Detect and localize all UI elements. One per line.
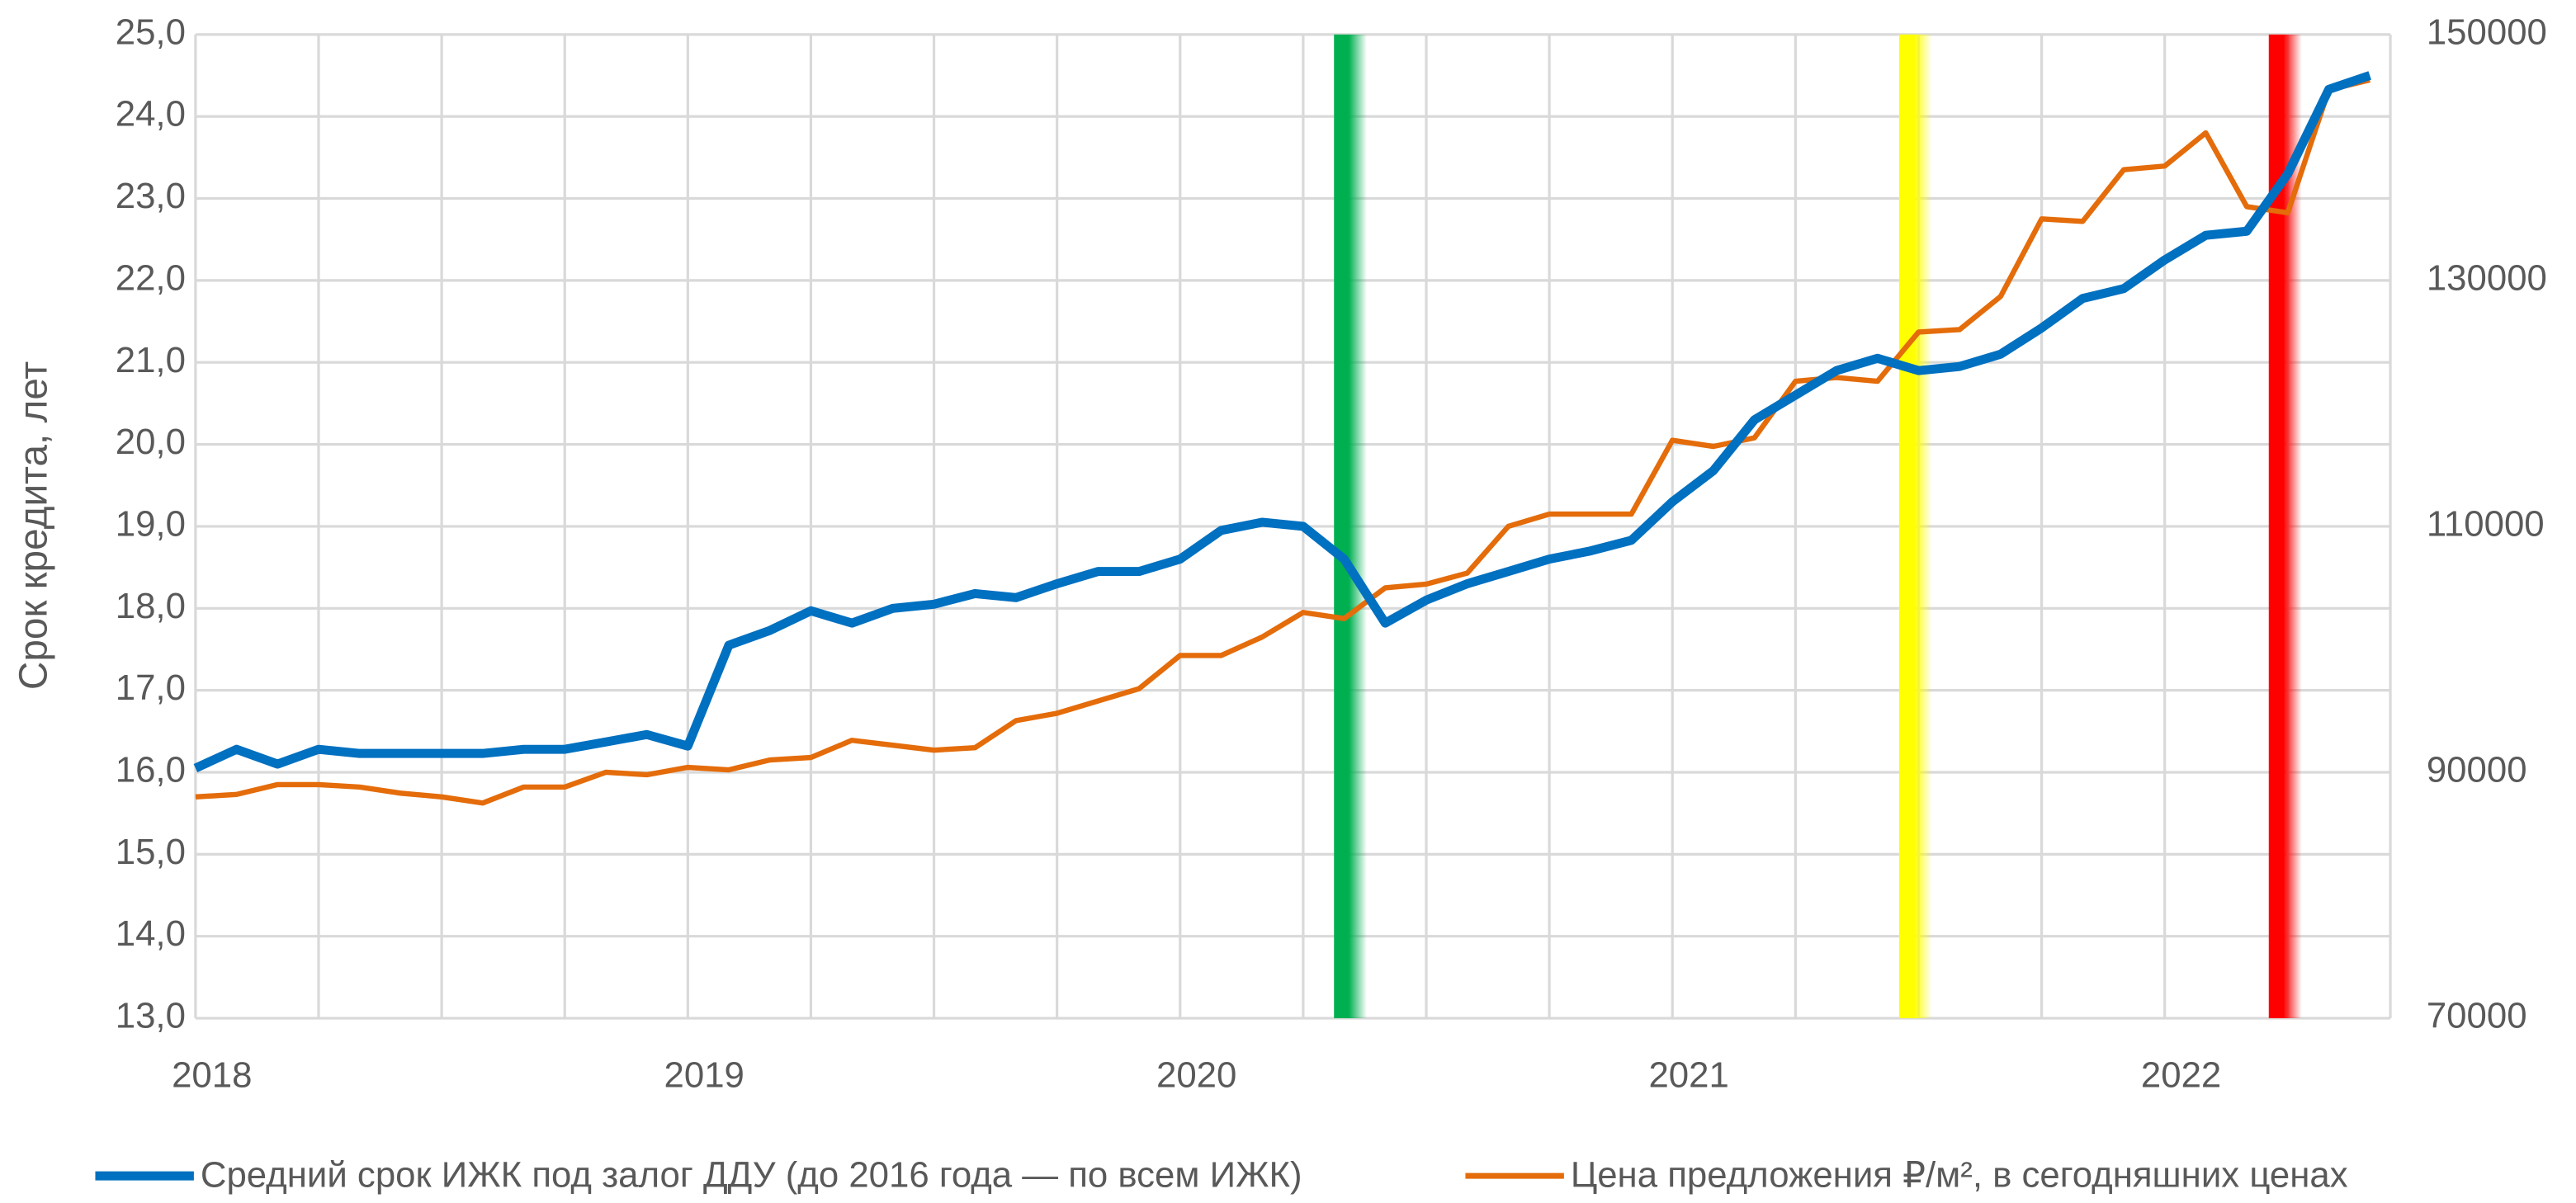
- y-tick-label: 16,0: [116, 750, 186, 790]
- y-tick-label: 15,0: [116, 832, 186, 872]
- line-series: [195, 77, 2370, 806]
- y-axis-label: Срок кредита, лет: [12, 361, 55, 690]
- y-tick-label: 21,0: [116, 340, 186, 380]
- y2-tick-label: 110000: [2427, 503, 2545, 544]
- y-tick-label: 13,0: [116, 996, 186, 1036]
- y2-tick-label: 130000: [2427, 257, 2547, 298]
- x-tick-label: 2021: [1648, 1054, 1728, 1095]
- y-tick-label: 23,0: [116, 176, 186, 216]
- y-tick-label: 19,0: [116, 503, 186, 544]
- x-tick-label: 2018: [172, 1054, 252, 1095]
- y-tick-label: 14,0: [116, 913, 186, 954]
- legend-label: Средний срок ИЖК под залог ДДУ (до 2016 …: [201, 1155, 1302, 1196]
- grid: [194, 33, 2392, 1020]
- y-tick-label: 22,0: [116, 257, 186, 298]
- line-series: [193, 71, 2371, 772]
- x-tick-label: 2022: [2141, 1054, 2221, 1095]
- yellow-band: [1898, 34, 1932, 1019]
- x-tick-label: 2019: [664, 1054, 744, 1095]
- y-tick-label: 25,0: [116, 12, 186, 52]
- y2-tick-label: 150000: [2427, 12, 2547, 52]
- legend-label: Цена предложения ₽/м², в сегодняшних цен…: [1571, 1155, 2348, 1196]
- x-tick-label: 2020: [1156, 1054, 1236, 1095]
- green-band: [1334, 34, 1368, 1019]
- y-tick-label: 18,0: [116, 586, 186, 626]
- y2-tick-label: 70000: [2427, 996, 2527, 1036]
- y2-tick-label: 90000: [2427, 750, 2527, 790]
- y-tick-label: 17,0: [116, 668, 186, 708]
- y-tick-label: 20,0: [116, 422, 186, 462]
- y-tick-label: 24,0: [116, 94, 186, 134]
